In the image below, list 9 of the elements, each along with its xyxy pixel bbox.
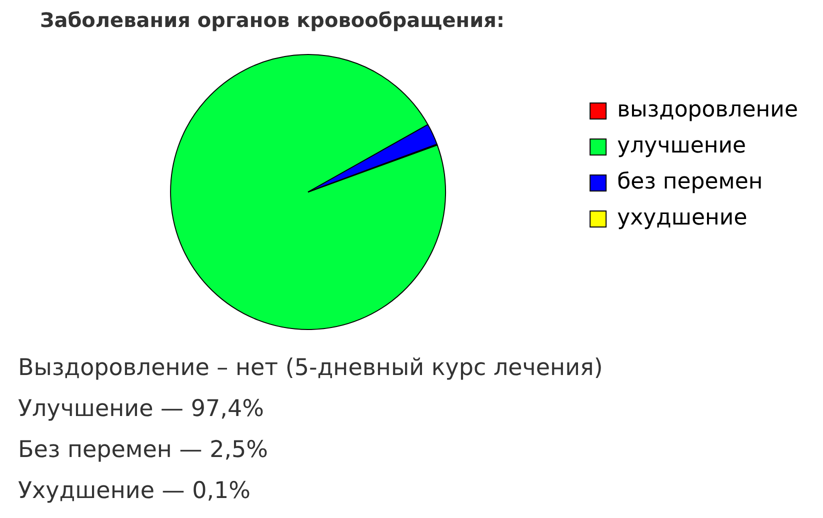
legend-label: выздоровление xyxy=(617,98,798,123)
text: Выздоровление – нет (5-дневный курс лечения) xyxy=(18,354,603,383)
chart-title: Заболевания органов кровообращения: xyxy=(40,8,504,32)
text: Без перемен — 2,5% xyxy=(18,436,270,465)
text: Улучшение — 97,4% xyxy=(18,395,265,424)
legend-label: без перемен xyxy=(617,170,763,195)
legend-label: улучшение xyxy=(617,134,746,159)
legend-label: ухудшение xyxy=(617,206,748,231)
text: Ухудшение — 0,1% xyxy=(18,477,252,506)
